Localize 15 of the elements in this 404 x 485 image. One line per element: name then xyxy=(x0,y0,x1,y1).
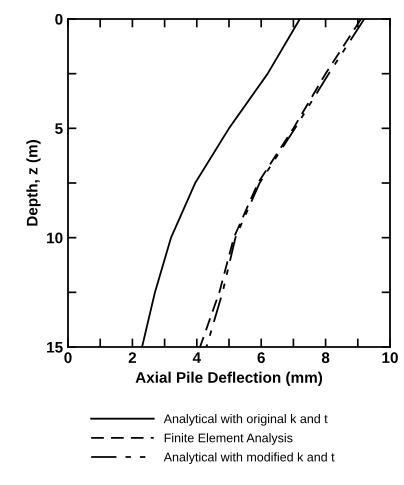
x-tick-label: 2 xyxy=(128,352,136,363)
legend-label: Finite Element Analysis xyxy=(164,433,292,445)
x-tick-label: 0 xyxy=(64,352,72,364)
x-tick-label: 4 xyxy=(192,352,201,363)
legend-label: Analytical with modified k and t xyxy=(164,452,335,464)
x-tick-label: 6 xyxy=(258,352,265,364)
x-tick-label: 8 xyxy=(322,352,330,364)
y-tick-label: 15 xyxy=(47,342,63,353)
x-tick-label: 10 xyxy=(382,352,398,364)
x-axis-title: Axial Pile Deflection (mm) xyxy=(136,372,322,386)
y-axis-title: Depth, z (m) xyxy=(26,140,41,226)
y-tick-label: 0 xyxy=(55,14,63,25)
y-tick-label: 10 xyxy=(47,232,63,244)
legend-label: Analytical with original k and t xyxy=(164,414,328,426)
y-tick-label: 5 xyxy=(55,123,63,134)
